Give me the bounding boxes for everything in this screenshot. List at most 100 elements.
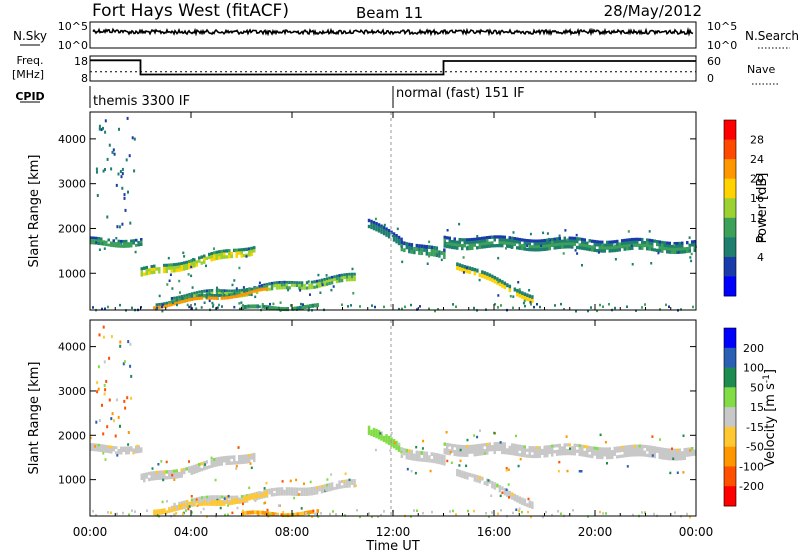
velocity-ground-scatter xyxy=(329,512,331,516)
velocity-echo-cell xyxy=(603,450,606,454)
power-echo-outlier xyxy=(650,262,653,265)
velocity-echo-cell xyxy=(115,446,118,450)
velocity-echo-cell xyxy=(107,445,110,449)
velocity-echo-cell xyxy=(678,457,681,461)
velocity-echo-cell xyxy=(546,445,549,449)
power-echo-cell xyxy=(190,297,194,301)
freq-panel: Freq. [MHz] 18 8 60 0 Nave xyxy=(12,54,778,85)
velocity-echo-cell xyxy=(481,443,484,447)
power-echo-cell xyxy=(618,245,621,249)
velocity-echo-cell xyxy=(623,448,626,452)
y-tick-label: 4000 xyxy=(58,133,86,146)
velocity-echo-cell xyxy=(478,479,482,484)
power-echo-cell xyxy=(518,246,521,250)
velocity-echo-outlier xyxy=(237,446,240,449)
velocity-echo-cell xyxy=(448,449,451,453)
x-tick-label: 16:00 xyxy=(477,525,512,539)
power-echo-cell xyxy=(601,249,604,253)
velocity-echo-outlier xyxy=(98,419,101,422)
velocity-echo-cell xyxy=(523,502,527,507)
velocity-echo-outlier xyxy=(236,506,239,510)
velocity-echo-cell xyxy=(463,453,466,457)
date-title: 28/May/2012 xyxy=(604,2,702,20)
velocity-echo-cell xyxy=(451,443,454,448)
velocity-echo-cell xyxy=(295,487,299,491)
velocity-echo-cell xyxy=(656,446,659,450)
velocity-echo-outlier xyxy=(235,464,238,468)
power-echo-cell xyxy=(163,263,166,268)
power-echo-cell xyxy=(628,238,631,242)
y-tick-label: 3000 xyxy=(58,385,86,398)
power-echo-cell xyxy=(448,242,451,246)
power-echo-cell xyxy=(245,247,248,251)
power-echo-cell xyxy=(678,250,681,254)
power-echo-outlier xyxy=(190,259,193,263)
velocity-echo-cell xyxy=(125,446,128,450)
velocity-echo-cell xyxy=(325,489,329,493)
velocity-echo-outlier xyxy=(173,478,176,481)
velocity-ground-scatter xyxy=(599,510,601,514)
velocity-echo-cell xyxy=(476,452,479,457)
power-echo-cell xyxy=(240,251,243,255)
power-echo-cell xyxy=(556,243,559,247)
velocity-echo-cell xyxy=(255,497,259,501)
power-echo-cell xyxy=(415,243,419,248)
velocity-echo-cell xyxy=(145,475,148,479)
velocity-echo-cell xyxy=(163,470,166,474)
velocity-echo-cell xyxy=(255,495,259,499)
velocity-echo-outlier xyxy=(127,340,130,344)
power-echo-cell xyxy=(623,247,626,251)
power-echo-cell xyxy=(658,240,661,244)
velocity-echo-cell xyxy=(305,490,309,494)
velocity-echo-cell xyxy=(233,495,236,499)
velocity-echo-cell xyxy=(100,449,103,452)
power-echo-cell xyxy=(218,256,221,260)
velocity-echo-cell xyxy=(208,502,211,506)
velocity-echo-outlier xyxy=(119,340,122,344)
velocity-echo-cell xyxy=(473,453,476,457)
power-echo-cell xyxy=(478,245,481,250)
velocity-echo-cell xyxy=(335,483,339,487)
velocity-echo-cell xyxy=(446,448,449,452)
velocity-echo-cell xyxy=(325,483,329,487)
velocity-echo-outlier xyxy=(103,392,106,396)
x-tick-label: 00:00 xyxy=(679,525,714,539)
velocity-echo-cell xyxy=(153,471,156,475)
velocity-echo-outlier xyxy=(626,465,629,468)
power-echo-cell xyxy=(271,306,274,310)
velocity-echo-cell xyxy=(613,452,616,456)
power-echo-cell xyxy=(553,240,556,244)
power-echo-cell xyxy=(315,282,319,286)
velocity-ground-scatter xyxy=(92,510,94,513)
power-echo-outlier xyxy=(330,288,333,292)
velocity-echo-cell xyxy=(328,485,331,489)
power-echo-cell xyxy=(483,236,486,240)
power-echo-outlier xyxy=(95,241,98,244)
power-echo-cell xyxy=(280,280,284,284)
velocity-echo-cell xyxy=(315,486,319,490)
power-echo-cell xyxy=(686,246,689,251)
velocity-echo-cell xyxy=(198,468,201,473)
power-echo-cell xyxy=(372,226,376,231)
power-echo-cell xyxy=(458,266,462,271)
velocity-echo-cell xyxy=(528,451,531,455)
y-tick-label: 1000 xyxy=(58,474,86,487)
power-echo-outlier xyxy=(466,245,469,249)
colorbar-swatch xyxy=(724,237,736,258)
velocity-echo-cell xyxy=(208,495,211,499)
power-echo-outlier xyxy=(118,127,120,131)
velocity-echo-outlier xyxy=(119,424,121,428)
velocity-echo-outlier xyxy=(130,396,133,400)
power-echo-cell xyxy=(561,245,564,249)
power-echo-cell xyxy=(481,239,484,243)
power-echo-cell xyxy=(220,296,224,300)
power-echo-cell xyxy=(541,245,544,249)
velocity-echo-cell xyxy=(110,448,113,452)
power-echo-outlier xyxy=(205,264,207,268)
power-echo-cell xyxy=(596,240,599,244)
power-echo-cell xyxy=(100,242,103,246)
power-echo-cell xyxy=(501,244,504,248)
power-echo-outlier xyxy=(247,304,250,307)
velocity-echo-outlier xyxy=(157,463,160,466)
velocity-echo-cell xyxy=(288,487,291,491)
